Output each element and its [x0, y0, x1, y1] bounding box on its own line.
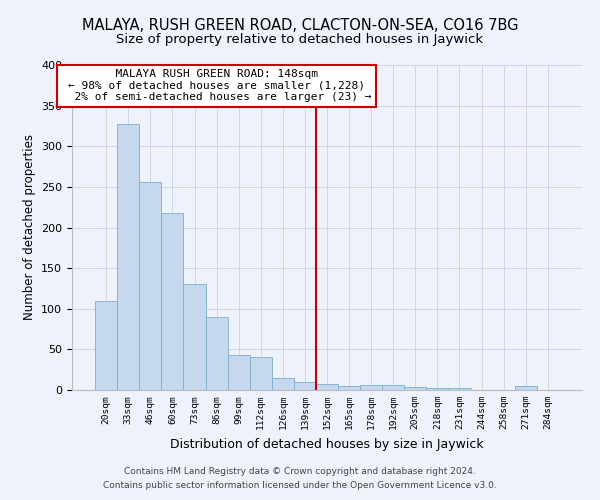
Bar [427, 388, 448, 390]
Bar [117, 124, 139, 390]
Bar [515, 386, 537, 390]
Text: MALAYA RUSH GREEN ROAD: 148sqm  
← 98% of detached houses are smaller (1,228)
  : MALAYA RUSH GREEN ROAD: 148sqm ← 98% of … [61, 69, 372, 102]
Text: Contains HM Land Registry data © Crown copyright and database right 2024.: Contains HM Land Registry data © Crown c… [124, 467, 476, 476]
Bar [139, 182, 161, 390]
X-axis label: Distribution of detached houses by size in Jaywick: Distribution of detached houses by size … [170, 438, 484, 450]
Bar [338, 386, 360, 390]
Text: Size of property relative to detached houses in Jaywick: Size of property relative to detached ho… [116, 32, 484, 46]
Y-axis label: Number of detached properties: Number of detached properties [23, 134, 35, 320]
Bar [95, 300, 117, 390]
Bar [272, 378, 294, 390]
Bar [404, 387, 427, 390]
Text: Contains public sector information licensed under the Open Government Licence v3: Contains public sector information licen… [103, 481, 497, 490]
Bar [316, 384, 338, 390]
Bar [227, 355, 250, 390]
Bar [382, 385, 404, 390]
Bar [250, 356, 272, 390]
Bar [294, 382, 316, 390]
Bar [360, 385, 382, 390]
Bar [161, 213, 184, 390]
Bar [184, 284, 206, 390]
Bar [206, 317, 227, 390]
Bar [448, 388, 470, 390]
Text: MALAYA, RUSH GREEN ROAD, CLACTON-ON-SEA, CO16 7BG: MALAYA, RUSH GREEN ROAD, CLACTON-ON-SEA,… [82, 18, 518, 32]
